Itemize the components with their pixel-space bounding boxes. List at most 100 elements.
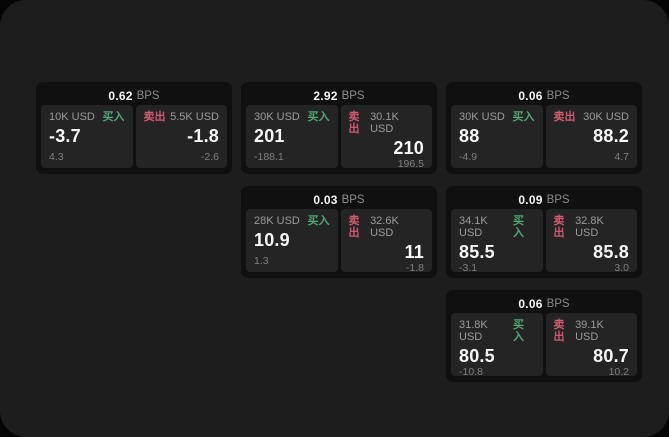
buy-amount: 10K USD <box>49 111 95 123</box>
sell-panel-header: 卖出 32.6K USD <box>349 215 425 239</box>
buy-panel-header: 30K USD 买入 <box>254 111 330 123</box>
buy-change: 1.3 <box>254 255 269 267</box>
buy-label: 买入 <box>307 111 330 123</box>
buy-price: 201 <box>254 126 285 146</box>
buy-panel-header: 10K USD 买入 <box>49 111 125 123</box>
sell-price: -1.8 <box>187 126 219 146</box>
quote-card[interactable]: 0.09 BPS 34.1K USD 买入 85.5 -3.1 卖出 32.8K… <box>446 186 642 278</box>
sell-label: 卖出 <box>143 111 166 123</box>
sell-label: 卖出 <box>348 215 360 239</box>
buy-label: 买入 <box>307 215 330 227</box>
buy-panel[interactable]: 31.8K USD 买入 80.5 -10.8 <box>451 313 543 378</box>
sell-price: 80.7 <box>593 346 629 366</box>
sell-label: 卖出 <box>553 111 576 123</box>
quote-card[interactable]: 0.62 BPS 10K USD 买入 -3.7 4.3 卖出 5.5K USD… <box>36 82 232 174</box>
buy-price: 10.9 <box>254 230 290 250</box>
sell-panel[interactable]: 卖出 39.1K USD 80.7 10.2 <box>545 313 637 378</box>
bps-value: 0.06 <box>518 88 543 103</box>
card-body: 30K USD 买入 201 -188.1 卖出 30.1K USD 210 1… <box>246 105 432 170</box>
card-body: 28K USD 买入 10.9 1.3 卖出 32.6K USD 11 -1.8 <box>246 209 432 274</box>
sell-amount: 5.5K USD <box>170 111 219 123</box>
quote-card[interactable]: 0.03 BPS 28K USD 买入 10.9 1.3 卖出 32.6K US… <box>241 186 437 278</box>
sell-change: 196.5 <box>397 158 424 170</box>
buy-panel-header: 34.1K USD 买入 <box>459 215 535 239</box>
sell-panel[interactable]: 卖出 30K USD 88.2 4.7 <box>545 105 637 168</box>
buy-change: -4.9 <box>459 151 478 163</box>
quote-card[interactable]: 0.06 BPS 30K USD 买入 88 -4.9 卖出 30K USD 8… <box>446 82 642 174</box>
buy-amount: 31.8K USD <box>459 319 488 343</box>
bps-unit-label: BPS <box>136 89 160 102</box>
sell-change: 3.0 <box>614 262 629 274</box>
sell-change: 10.2 <box>608 366 629 378</box>
buy-panel-header: 31.8K USD 买入 <box>459 319 535 343</box>
buy-label: 买入 <box>512 319 524 343</box>
card-header: 2.92 BPS <box>246 86 432 105</box>
sell-panel-header: 卖出 39.1K USD <box>554 319 630 343</box>
bps-value: 0.06 <box>518 296 543 311</box>
buy-panel[interactable]: 30K USD 买入 88 -4.9 <box>451 105 543 168</box>
sell-change: -2.6 <box>200 151 219 163</box>
bps-unit-label: BPS <box>546 89 570 102</box>
sell-amount: 32.8K USD <box>575 215 604 239</box>
sell-price: 11 <box>404 242 424 262</box>
buy-panel-header: 30K USD 买入 <box>459 111 535 123</box>
buy-panel[interactable]: 30K USD 买入 201 -188.1 <box>246 105 338 168</box>
buy-amount: 34.1K USD <box>459 215 488 239</box>
buy-change: -3.1 <box>459 262 478 274</box>
buy-panel[interactable]: 28K USD 买入 10.9 1.3 <box>246 209 338 272</box>
buy-amount: 30K USD <box>254 111 300 123</box>
card-body: 31.8K USD 买入 80.5 -10.8 卖出 39.1K USD 80.… <box>451 313 637 378</box>
buy-panel-header: 28K USD 买入 <box>254 215 330 227</box>
buy-price: -3.7 <box>49 126 81 146</box>
bps-unit-label: BPS <box>546 297 570 310</box>
sell-label: 卖出 <box>348 111 360 135</box>
quote-card[interactable]: 2.92 BPS 30K USD 买入 201 -188.1 卖出 30.1K … <box>241 82 437 174</box>
buy-amount: 30K USD <box>459 111 505 123</box>
card-header: 0.06 BPS <box>451 294 637 313</box>
sell-price: 85.8 <box>593 242 629 262</box>
sell-panel-header: 卖出 5.5K USD <box>144 111 220 123</box>
bps-value: 2.92 <box>313 88 338 103</box>
sell-price: 210 <box>393 138 424 158</box>
sell-change: -1.8 <box>405 262 424 274</box>
buy-amount: 28K USD <box>254 215 300 227</box>
sell-panel[interactable]: 卖出 5.5K USD -1.8 -2.6 <box>135 105 227 168</box>
sell-panel-header: 卖出 30.1K USD <box>349 111 425 135</box>
quote-card[interactable]: 0.06 BPS 31.8K USD 买入 80.5 -10.8 卖出 39.1… <box>446 290 642 382</box>
buy-change: -10.8 <box>459 366 483 378</box>
buy-panel[interactable]: 10K USD 买入 -3.7 4.3 <box>41 105 133 168</box>
sell-amount: 32.6K USD <box>370 215 399 239</box>
sell-panel-header: 卖出 32.8K USD <box>554 215 630 239</box>
bps-value: 0.09 <box>518 192 543 207</box>
bps-unit-label: BPS <box>341 193 365 206</box>
card-header: 0.03 BPS <box>246 190 432 209</box>
buy-price: 80.5 <box>459 346 495 366</box>
bps-value: 0.03 <box>313 192 338 207</box>
card-header: 0.09 BPS <box>451 190 637 209</box>
buy-price: 88 <box>459 126 480 146</box>
sell-price: 88.2 <box>593 126 629 146</box>
buy-panel[interactable]: 34.1K USD 买入 85.5 -3.1 <box>451 209 543 274</box>
card-body: 34.1K USD 买入 85.5 -3.1 卖出 32.8K USD 85.8… <box>451 209 637 274</box>
sell-change: 4.7 <box>614 151 629 163</box>
buy-label: 买入 <box>512 215 524 239</box>
card-body: 30K USD 买入 88 -4.9 卖出 30K USD 88.2 4.7 <box>451 105 637 168</box>
sell-label: 卖出 <box>553 215 565 239</box>
sell-panel[interactable]: 卖出 32.6K USD 11 -1.8 <box>340 209 432 274</box>
bps-value: 0.62 <box>108 88 133 103</box>
card-body: 10K USD 买入 -3.7 4.3 卖出 5.5K USD -1.8 -2.… <box>41 105 227 168</box>
buy-price: 85.5 <box>459 242 495 262</box>
buy-change: 4.3 <box>49 151 64 163</box>
sell-panel[interactable]: 卖出 32.8K USD 85.8 3.0 <box>545 209 637 274</box>
buy-label: 买入 <box>512 111 535 123</box>
sell-panel-header: 卖出 30K USD <box>554 111 630 123</box>
sell-amount: 39.1K USD <box>575 319 604 343</box>
buy-change: -188.1 <box>254 151 284 163</box>
bps-unit-label: BPS <box>546 193 570 206</box>
buy-label: 买入 <box>102 111 125 123</box>
card-header: 0.06 BPS <box>451 86 637 105</box>
sell-panel[interactable]: 卖出 30.1K USD 210 196.5 <box>340 105 432 170</box>
card-header: 0.62 BPS <box>41 86 227 105</box>
sell-amount: 30.1K USD <box>370 111 399 135</box>
